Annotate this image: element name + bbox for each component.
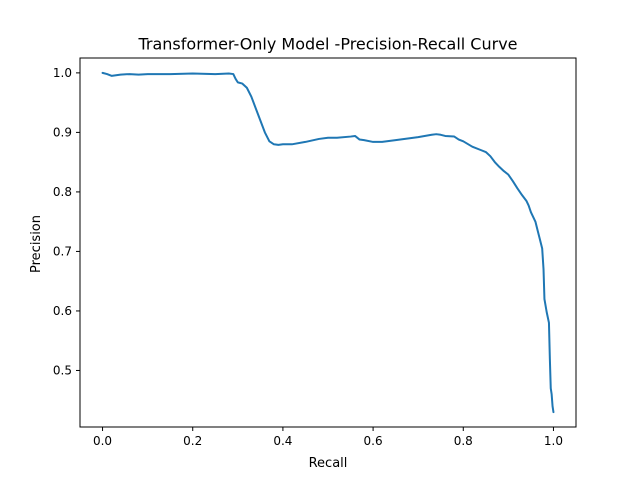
y-axis-label: Precision [29, 215, 44, 273]
x-tick-label: 0.2 [183, 434, 202, 448]
y-tick-label: 0.7 [53, 244, 72, 258]
x-tick-label: 0.4 [273, 434, 292, 448]
x-tick-label: 0.6 [364, 434, 383, 448]
x-tick-label: 0.0 [93, 434, 112, 448]
x-tick-label: 0.8 [454, 434, 473, 448]
x-axis-label: Recall [309, 456, 348, 471]
axes-frame [79, 57, 577, 428]
plot-area [79, 57, 577, 428]
y-axis-ticks: 0.5 0.6 0.7 0.8 0.9 1.0 [53, 66, 80, 377]
y-tick-label: 0.6 [53, 304, 72, 318]
y-tick-label: 1.0 [53, 66, 72, 80]
y-tick-label: 0.8 [53, 185, 72, 199]
x-axis-ticks: 0.0 0.2 0.4 0.6 0.8 1.0 [93, 427, 563, 448]
chart-title: Transformer-Only Model -Precision-Recall… [137, 35, 517, 54]
x-tick-label: 1.0 [544, 434, 563, 448]
y-tick-label: 0.5 [53, 363, 72, 377]
y-tick-label: 0.9 [53, 125, 72, 139]
series-line-0 [101, 71, 555, 414]
